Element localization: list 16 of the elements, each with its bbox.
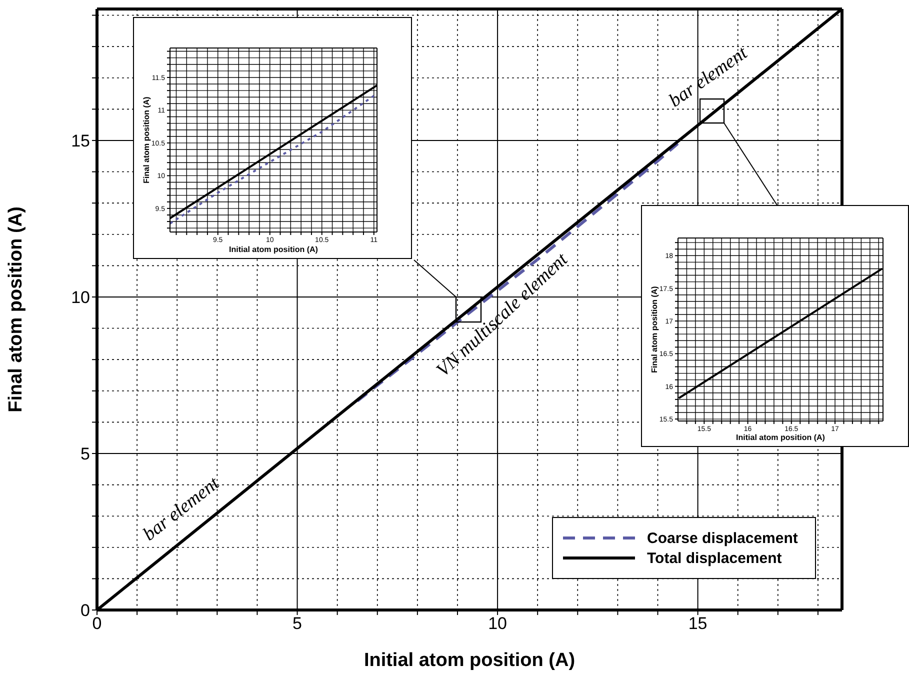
legend-label: Total displacement — [647, 550, 782, 566]
line-series — [356, 142, 680, 402]
x-axis-title: Initial atom position (A) — [364, 650, 576, 671]
y-tick-label: 5 — [80, 444, 90, 464]
x-axis-title: Initial atom position (A) — [229, 245, 318, 254]
y-tick-label: 10 — [71, 288, 90, 308]
y-tick-label: 15 — [71, 132, 90, 151]
y-tick-label: 0 — [80, 601, 90, 620]
x-axis-title: Initial atom position (A) — [736, 433, 826, 442]
x-tick-label: 5 — [292, 614, 302, 634]
x-tick-label: 15 — [688, 614, 708, 634]
y-axis-title: Final atom position (A) — [142, 96, 151, 184]
y-axis-title: Final atom position (A) — [6, 206, 27, 412]
legend-label: Coarse displacement — [647, 530, 798, 546]
y-axis-title: Final atom position (A) — [650, 286, 659, 373]
x-tick-label: 10 — [488, 614, 507, 634]
